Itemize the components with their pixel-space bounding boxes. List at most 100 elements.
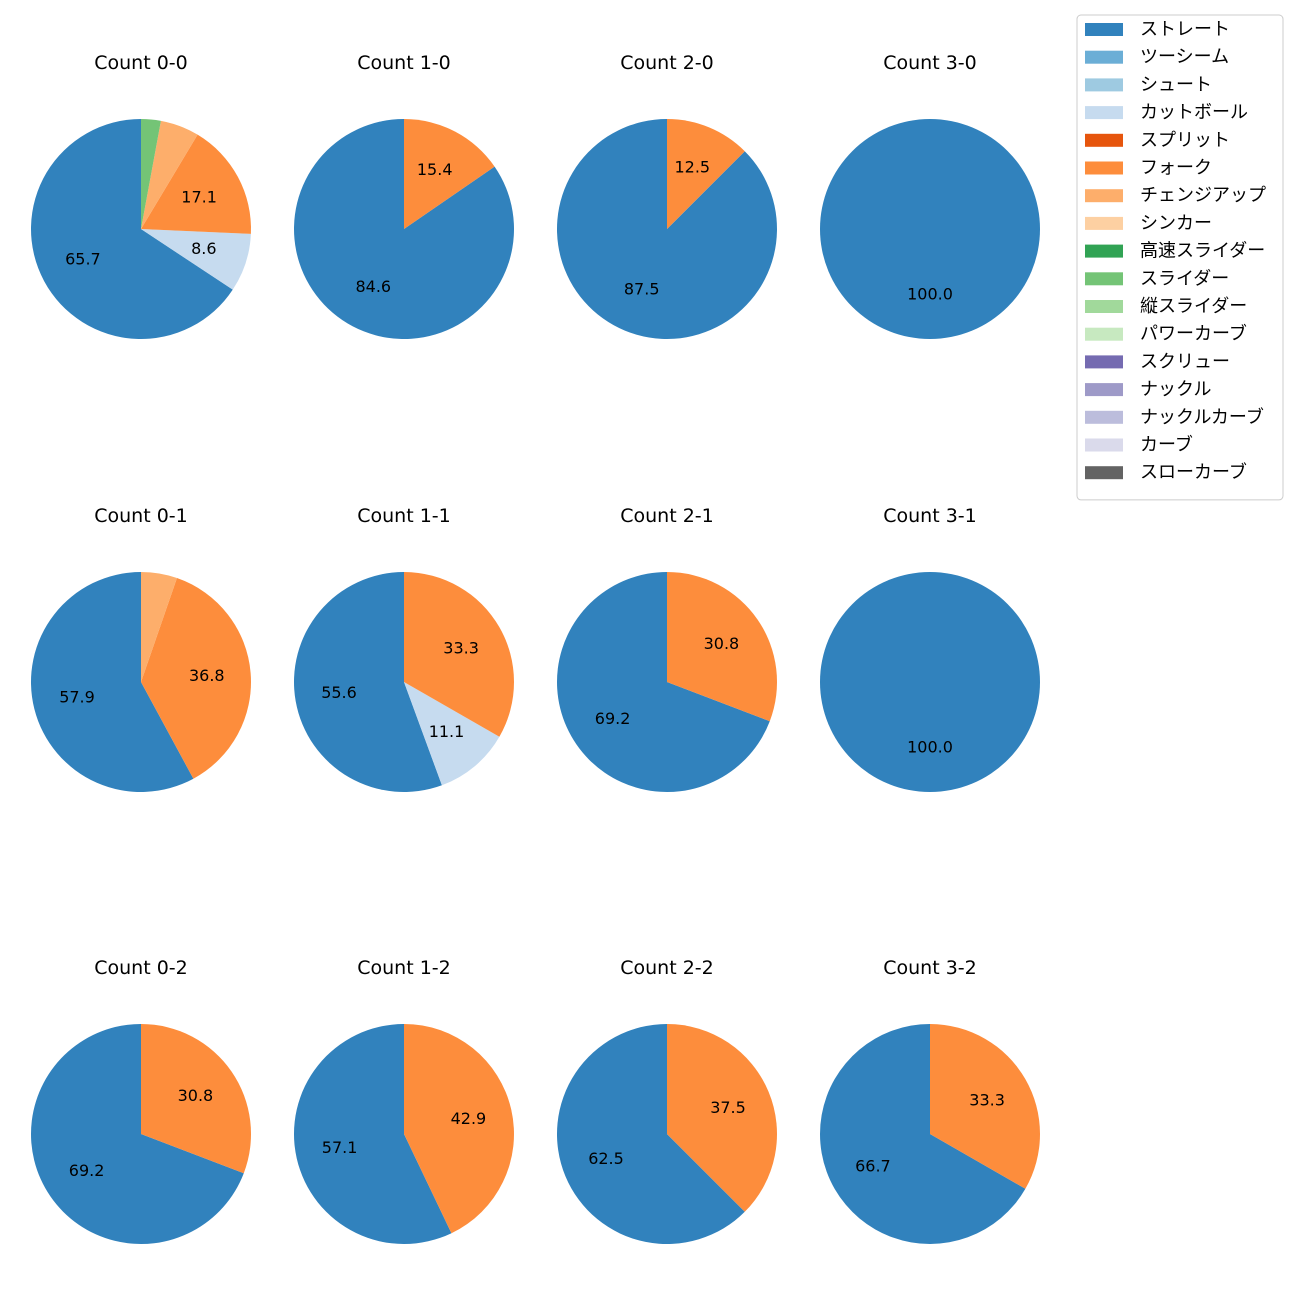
- slice-label: 100.0: [907, 285, 953, 304]
- legend-swatch: [1085, 106, 1123, 120]
- legend-item: ツーシーム: [1085, 47, 1229, 68]
- pie-slice: [141, 229, 251, 290]
- slice-label: 69.2: [595, 709, 631, 728]
- pie-slice: [31, 1024, 244, 1245]
- slice-label: 30.8: [178, 1086, 214, 1105]
- slice-label: 65.7: [65, 250, 101, 269]
- pie-count-0-0: Count 0-0 65.7 8.6 17.1: [31, 52, 251, 339]
- legend-swatch: [1085, 355, 1123, 369]
- pie-slice: [404, 682, 500, 786]
- slice-label: 37.5: [710, 1098, 746, 1117]
- legend-label: ストレート: [1140, 19, 1230, 40]
- legend-swatch: [1085, 466, 1123, 480]
- pie-slice: [141, 134, 251, 234]
- legend-swatch: [1085, 23, 1123, 36]
- legend-item: 高速スライダー: [1085, 241, 1265, 262]
- pie-slice: [404, 1024, 514, 1234]
- slice-label: 8.6: [191, 239, 216, 258]
- legend-swatch: [1085, 244, 1123, 258]
- pie-title: Count 0-2: [94, 957, 188, 979]
- pie-slice: [404, 118, 495, 229]
- legend-label: シンカー: [1140, 213, 1212, 234]
- pie-slice: [820, 572, 1040, 792]
- legend-swatch: [1085, 133, 1123, 147]
- pie-slice: [293, 1024, 452, 1244]
- legend-item: 縦スライダー: [1085, 296, 1247, 317]
- pie-title: Count 0-1: [94, 505, 188, 527]
- pie-count-1-1: Count 1-1 55.6 11.1 33.3: [293, 505, 515, 792]
- pie-slice: [141, 119, 161, 229]
- legend-label: カーブ: [1140, 434, 1193, 456]
- pie-slice: [141, 572, 177, 682]
- legend-label: チェンジアップ: [1140, 185, 1266, 206]
- legend-item: ナックルカーブ: [1085, 406, 1264, 428]
- pie-slice: [31, 119, 233, 339]
- slice-label: 12.5: [674, 158, 710, 177]
- legend-item: カーブ: [1085, 434, 1193, 456]
- slice-label: 11.1: [429, 722, 465, 741]
- pie-count-0-2: Count 0-2 69.2 30.8: [31, 957, 252, 1245]
- slice-label: 69.2: [69, 1161, 105, 1180]
- pie-title: Count 2-0: [620, 52, 714, 74]
- legend-label: 高速スライダー: [1140, 241, 1265, 262]
- legend-label: シュート: [1140, 74, 1212, 95]
- pie-slice: [141, 120, 198, 229]
- legend-label: 縦スライダー: [1140, 296, 1247, 317]
- pie-slice: [141, 1023, 252, 1174]
- legend-label: パワーカーブ: [1140, 323, 1247, 345]
- pie-count-3-2: Count 3-2 66.7 33.3: [820, 957, 1041, 1244]
- legend-frame: [1076, 14, 1284, 501]
- pie-slice: [667, 119, 745, 229]
- pie-slice: [293, 572, 442, 792]
- legend-swatch: [1085, 189, 1123, 203]
- pie-count-1-2: Count 1-2 57.1 42.9: [293, 957, 514, 1244]
- legend-swatch: [1085, 300, 1123, 313]
- legend-item: スプリット: [1085, 130, 1230, 151]
- legend-label: スプリット: [1140, 130, 1230, 151]
- pie-slice: [930, 1023, 1041, 1189]
- pie-count-2-0: Count 2-0 87.5 12.5: [556, 52, 777, 339]
- pie-title: Count 3-0: [883, 52, 977, 74]
- legend-swatch: [1085, 438, 1123, 452]
- slice-label: 15.4: [417, 160, 453, 179]
- legend-item: チェンジアップ: [1085, 185, 1266, 206]
- slice-label: 87.5: [624, 280, 660, 299]
- slice-label: 66.7: [855, 1157, 891, 1176]
- legend: ストレートツーシームシュートカットボールスプリットフォークチェンジアップシンカー…: [1076, 14, 1284, 501]
- legend-item: スクリュー: [1085, 351, 1230, 372]
- legend-label: スローカーブ: [1140, 461, 1247, 483]
- legend-item: フォーク: [1085, 158, 1212, 179]
- legend-item: パワーカーブ: [1085, 323, 1247, 345]
- slice-label: 55.6: [321, 683, 357, 702]
- pie-count-3-0: Count 3-0 100.0: [820, 52, 1040, 339]
- legend-swatch: [1085, 383, 1123, 397]
- slice-label: 62.5: [588, 1149, 624, 1168]
- pie-title: Count 1-2: [357, 957, 451, 979]
- pie-slice: [294, 119, 515, 339]
- pie-count-1-0: Count 1-0 84.6 15.4: [294, 52, 515, 339]
- pie-slice: [667, 1024, 777, 1212]
- legend-label: ナックルカーブ: [1140, 406, 1264, 428]
- pie-slice: [30, 571, 194, 793]
- pie-count-2-2: Count 2-2 62.5 37.5: [556, 957, 777, 1244]
- pie-slice: [667, 572, 778, 722]
- pie-title: Count 3-1: [883, 505, 977, 527]
- legend-swatch: [1085, 50, 1123, 64]
- pie-title: Count 3-2: [883, 957, 977, 979]
- slice-label: 84.6: [355, 277, 391, 296]
- legend-swatch: [1085, 410, 1123, 424]
- legend-item: シュート: [1085, 74, 1212, 95]
- pie-slice: [820, 119, 1040, 339]
- legend-item: スライダー: [1085, 268, 1229, 289]
- legend-item: スローカーブ: [1085, 461, 1247, 483]
- pie-slice: [556, 119, 777, 339]
- legend-label: カットボール: [1140, 102, 1248, 123]
- legend-label: フォーク: [1140, 158, 1212, 179]
- pie-slice: [820, 1024, 1026, 1244]
- legend-swatch: [1085, 272, 1123, 286]
- slice-label: 100.0: [907, 738, 953, 757]
- legend-swatch: [1085, 327, 1123, 341]
- pie-title: Count 2-2: [620, 957, 714, 979]
- legend-label: ナックル: [1140, 379, 1211, 400]
- slice-label: 36.8: [189, 666, 225, 685]
